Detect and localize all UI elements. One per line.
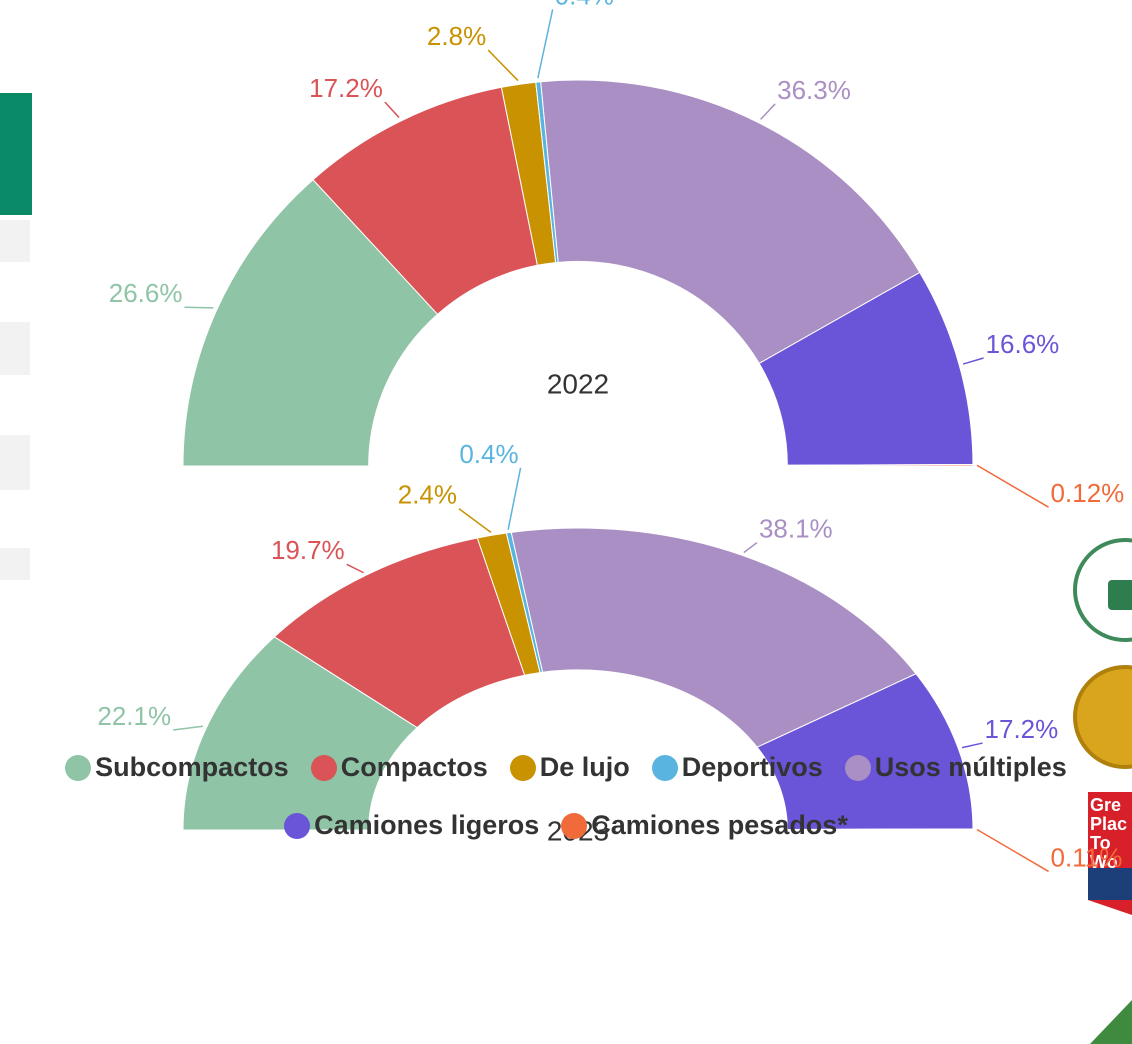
leader-line [173,725,203,731]
badge-quality [1073,665,1132,769]
slice [510,527,917,748]
badge-lock [1108,580,1132,610]
slice [786,828,974,831]
badge-text: To [1090,833,1111,853]
legend-item[interactable]: Camiones ligeros [284,810,539,841]
badge-gptw-base [1088,868,1132,900]
chart-title: 2022 [547,368,609,399]
legend-row: Camiones ligeros Camiones pesados* [0,810,1132,841]
leader-line [537,9,554,79]
value-label: 19.7% [271,535,345,565]
legend-item[interactable]: De lujo [509,752,630,783]
legend-item[interactable]: Subcompactos [65,752,289,783]
legend-item[interactable]: Usos múltiples [844,752,1067,783]
legend-swatch [509,754,536,781]
legend-swatch [844,754,871,781]
leader-line [507,467,522,530]
value-label: 2.4% [398,480,457,510]
legend-label: Deportivos [681,752,823,782]
leader-line [346,563,365,574]
value-label: 26.6% [109,278,183,308]
legend-swatch [561,812,588,839]
leader-line [743,542,758,554]
legend-swatch [65,754,92,781]
side-tab[interactable] [0,548,30,580]
value-label: 17.2% [309,73,383,103]
badge-text: Wo [1090,852,1118,872]
leader-line [487,49,519,82]
side-tab-active[interactable] [0,93,32,215]
legend-label: Subcompactos [95,752,289,782]
leader-line [976,464,1049,508]
legend-label: Compactos [340,752,488,782]
leader-line [184,306,214,309]
leader-line [961,742,983,749]
leader-line [962,357,984,365]
leader-line [458,508,492,533]
leader-line [384,101,400,119]
value-label: 17.2% [985,714,1059,744]
value-label: 22.1% [97,701,171,731]
slice [540,79,921,365]
leader-line [760,103,776,120]
value-label: 0.11% [1051,842,1123,872]
legend-swatch [651,754,678,781]
value-label: 0.4% [459,439,518,469]
value-label: 0.12% [1051,478,1125,508]
legend-label: De lujo [539,752,630,782]
value-label: 16.6% [986,329,1060,359]
legend-swatch [310,754,337,781]
side-tab[interactable] [0,220,30,262]
leader-line [976,828,1049,873]
legend-label: Usos múltiples [874,752,1067,782]
legend-row: Subcompactos Compactos De lujo Deportivos Us… [0,752,1132,783]
legend-label: Camiones ligeros [314,810,540,840]
corner-leaf [1090,1000,1132,1044]
side-tab[interactable] [0,435,30,490]
legend-label: Camiones pesados* [591,810,848,840]
legend-item[interactable]: Camiones pesados* [561,810,848,841]
legend-item[interactable]: Compactos [310,752,488,783]
value-label: 0.4% [555,0,614,10]
legend-swatch [284,812,311,839]
value-label: 2.8% [427,21,486,51]
legend-item[interactable]: Deportivos [651,752,823,783]
badge-seal [1073,538,1132,642]
badge-text: Plac [1090,814,1127,834]
badge-text: Gre [1090,795,1121,815]
side-tab[interactable] [0,322,30,375]
value-label: 36.3% [777,75,851,105]
slice [182,179,439,467]
slice [786,464,974,467]
value-label: 38.1% [759,513,833,543]
